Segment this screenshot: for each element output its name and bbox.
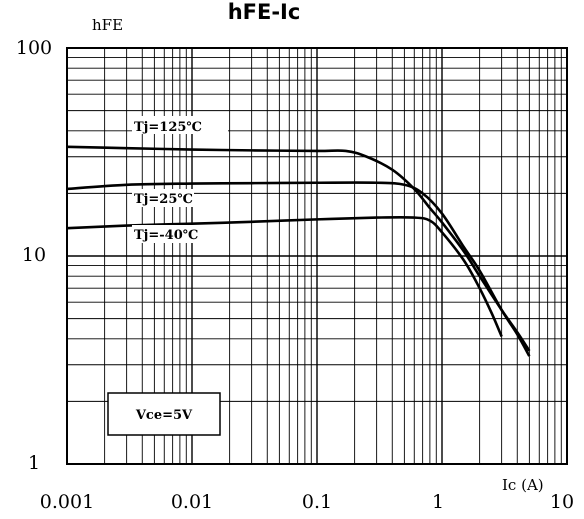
x-tick-label-0-001: 0.001 <box>40 491 94 513</box>
y-axis-label: hFE <box>92 16 123 34</box>
series-line-tj-minus40 <box>66 215 503 338</box>
series-label-25: Tj=25℃ <box>134 192 193 207</box>
series-label-minus40: Tj=-40℃ <box>134 228 198 243</box>
chart-title: hFE-Ic <box>228 0 301 24</box>
series-line-tj-125 <box>66 145 531 352</box>
x-tick-label-0-01: 0.01 <box>171 491 213 513</box>
x-axis-label: Ic (A) <box>502 476 544 494</box>
x-tick-label-0-1: 0.1 <box>302 491 332 513</box>
plot-frame <box>66 47 568 465</box>
series-label-bg-125 <box>132 116 228 134</box>
series-line-tj-25 <box>66 181 531 357</box>
x-tick-label-1: 1 <box>432 491 444 513</box>
series-label-bg-minus40 <box>132 225 214 243</box>
series-lines <box>66 145 531 357</box>
series-label-125: Tj=125℃ <box>134 120 202 135</box>
x-tick-label-10: 10 <box>550 491 574 513</box>
annotation-box <box>107 392 221 436</box>
series-label-bg-25 <box>132 189 194 207</box>
y-tick-label-1: 1 <box>28 452 40 474</box>
annotation-text: Vce=5V <box>135 408 193 423</box>
y-tick-label-10: 10 <box>22 244 46 266</box>
y-tick-label-100: 100 <box>16 37 52 59</box>
